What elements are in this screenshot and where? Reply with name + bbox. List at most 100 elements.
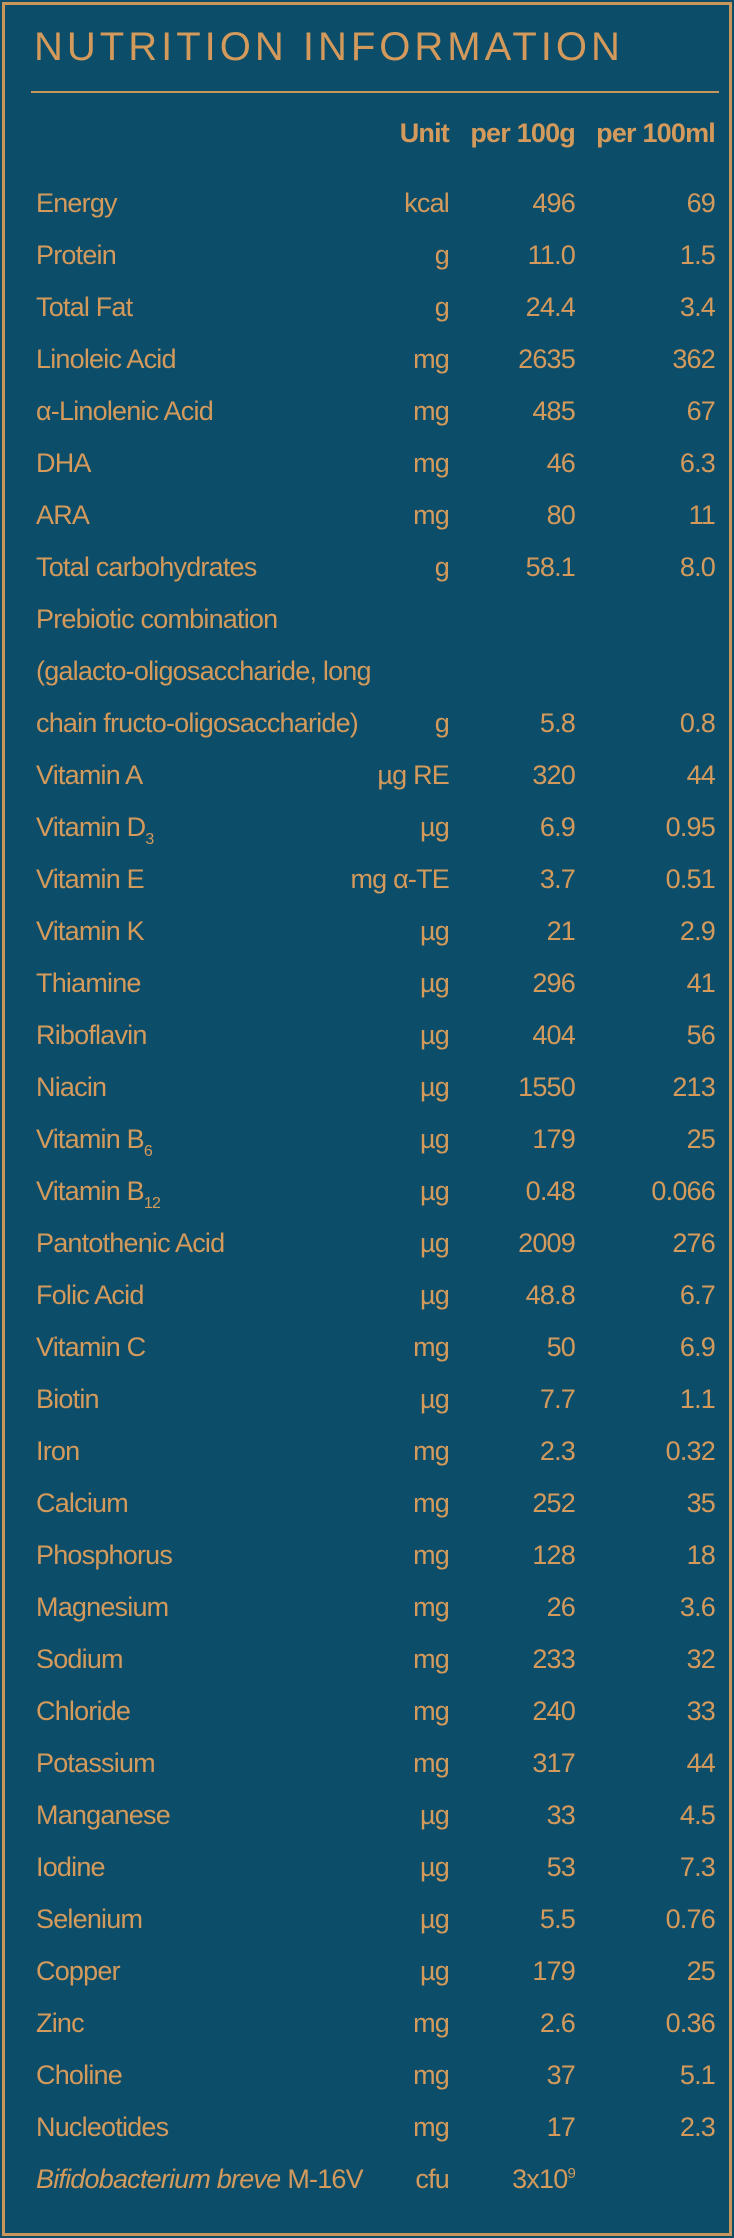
name: Zinc <box>36 2008 85 2038</box>
row: ARA mg 80 11 <box>5 489 734 541</box>
per-100ml: 6.9 <box>679 1332 716 1362</box>
unit-cell: mg <box>413 1997 450 2049</box>
name-cell: Biotin <box>36 1373 100 1425</box>
title: NUTRITION INFORMATION <box>34 25 624 69</box>
per-100ml: 0.8 <box>679 708 716 738</box>
row: Linoleic Acid mg 2635 362 <box>5 333 734 385</box>
name-cell: Pantothenic Acid <box>36 1217 225 1269</box>
per-100ml: 44 <box>686 1748 716 1778</box>
unit: µg <box>420 1956 450 1986</box>
unit-cell: µg <box>420 1113 450 1165</box>
name: Copper <box>36 1956 121 1986</box>
name-cell: Vitamin D3 <box>36 801 154 853</box>
row: Phosphorus mg 128 18 <box>5 1529 734 1581</box>
name: Protein <box>36 240 117 270</box>
name: DHA <box>36 448 91 478</box>
name: Chloride <box>36 1696 131 1726</box>
name-cell: Total Fat <box>36 281 133 333</box>
unit-cell: mg <box>413 437 450 489</box>
row: Niacin µg 1550 213 <box>5 1061 734 1113</box>
unit-cell: cfu <box>415 2153 449 2205</box>
unit: µg <box>420 1020 450 1050</box>
unit: µg <box>420 812 450 842</box>
per-100ml: 11 <box>688 500 716 530</box>
per-100ml: 41 <box>686 968 716 998</box>
row: Vitamin C mg 50 6.9 <box>5 1321 734 1373</box>
per-100g: 58.1 <box>525 552 576 582</box>
unit-cell: µg <box>420 1373 450 1425</box>
name-cell: Potassium <box>36 1737 156 1789</box>
per-100ml-cell: 0.32 <box>666 1425 716 1477</box>
per-100g-cell: 3x109 <box>512 2153 576 2205</box>
per-100g: 179 <box>532 1124 575 1154</box>
unit-cell: mg <box>413 385 450 437</box>
per-100ml-cell: 0.066 <box>651 1165 715 1217</box>
per-100g-cell: 7.7 <box>540 1373 576 1425</box>
unit: g <box>434 240 450 270</box>
name: Thiamine <box>36 968 141 998</box>
per-100g: 128 <box>532 1540 575 1570</box>
per-100g-cell: 2635 <box>518 333 576 385</box>
unit: cfu <box>415 2164 449 2194</box>
unit-cell: mg <box>413 2049 450 2101</box>
per-100g-cell: 21 <box>546 905 576 957</box>
per-100ml-cell: 25 <box>687 1945 716 1997</box>
per-100ml: 3.6 <box>679 1592 716 1622</box>
per-100g-cell: 46 <box>547 437 576 489</box>
per-100g-cell: 37 <box>547 2049 576 2101</box>
unit-cell: mg <box>413 333 450 385</box>
name: Folic Acid <box>36 1280 144 1310</box>
unit-cell: µg <box>420 1893 450 1945</box>
unit-cell: mg <box>413 1529 450 1581</box>
per-100ml: 6.7 <box>679 1280 716 1310</box>
per-100g-cell: 496 <box>532 177 575 229</box>
unit: mg <box>413 1436 450 1466</box>
per-100ml: 35 <box>686 1488 716 1518</box>
per-100g-cell: 252 <box>532 1477 575 1529</box>
per-100ml: 362 <box>672 344 715 374</box>
unit-cell: mg <box>413 1477 450 1529</box>
row: Selenium µg 5.5 0.76 <box>5 1893 734 1945</box>
per-100ml-cell: 6.3 <box>680 437 716 489</box>
unit: mg <box>413 396 450 426</box>
row: Manganese µg 33 4.5 <box>5 1789 734 1841</box>
per-100g: 485 <box>532 396 575 426</box>
per-100ml-cell: 4.5 <box>680 1789 716 1841</box>
unit-cell: mg <box>413 2101 450 2153</box>
name-cell: Prebiotic combination (galacto-oligosacch… <box>36 593 372 749</box>
name-cell: Vitamin B12 <box>36 1165 161 1217</box>
header-cell: per 100ml <box>596 118 716 148</box>
unit: mg <box>413 1488 450 1518</box>
unit: mg <box>413 1748 450 1778</box>
per-100g: 296 <box>532 968 575 998</box>
name-cell: Phosphorus <box>36 1529 173 1581</box>
per-100g: 26 <box>546 1592 576 1622</box>
row: Vitamin E mg α-TE 3.7 0.51 <box>5 853 734 905</box>
per-100g-cell: 2.3 <box>540 1425 576 1477</box>
unit: mg <box>413 344 450 374</box>
per-100ml: 0.066 <box>651 1176 715 1206</box>
per-100g-cell: 26 <box>546 1581 576 1633</box>
unit: mg <box>413 1592 450 1622</box>
per-100ml-cell: 2.3 <box>680 2101 716 2153</box>
name-cell: α-Linolenic Acid <box>36 385 214 437</box>
per-100ml-cell: 0.51 <box>666 853 716 905</box>
name-cell: Zinc <box>36 1997 85 2049</box>
per-100ml: 276 <box>672 1228 715 1258</box>
name: Biotin <box>36 1384 100 1414</box>
name: Vitamin E <box>36 864 145 894</box>
per-100g: 21 <box>546 916 576 946</box>
per-100g: 240 <box>532 1696 575 1726</box>
per-100ml: 2.9 <box>679 916 716 946</box>
name: Linoleic Acid <box>36 344 177 374</box>
name-cell: Energy <box>36 177 118 229</box>
per-100g-cell: 53 <box>547 1841 576 1893</box>
per-100g: 317 <box>532 1748 575 1778</box>
row: Vitamin D3 µg 6.9 0.95 <box>5 801 734 853</box>
per-100g: 24.4 <box>525 292 576 322</box>
name: Manganese <box>36 1800 171 1830</box>
per-100ml: 0.95 <box>665 812 716 842</box>
per-100ml: 5.1 <box>679 2060 716 2090</box>
per-100ml-cell: 213 <box>672 1061 715 1113</box>
